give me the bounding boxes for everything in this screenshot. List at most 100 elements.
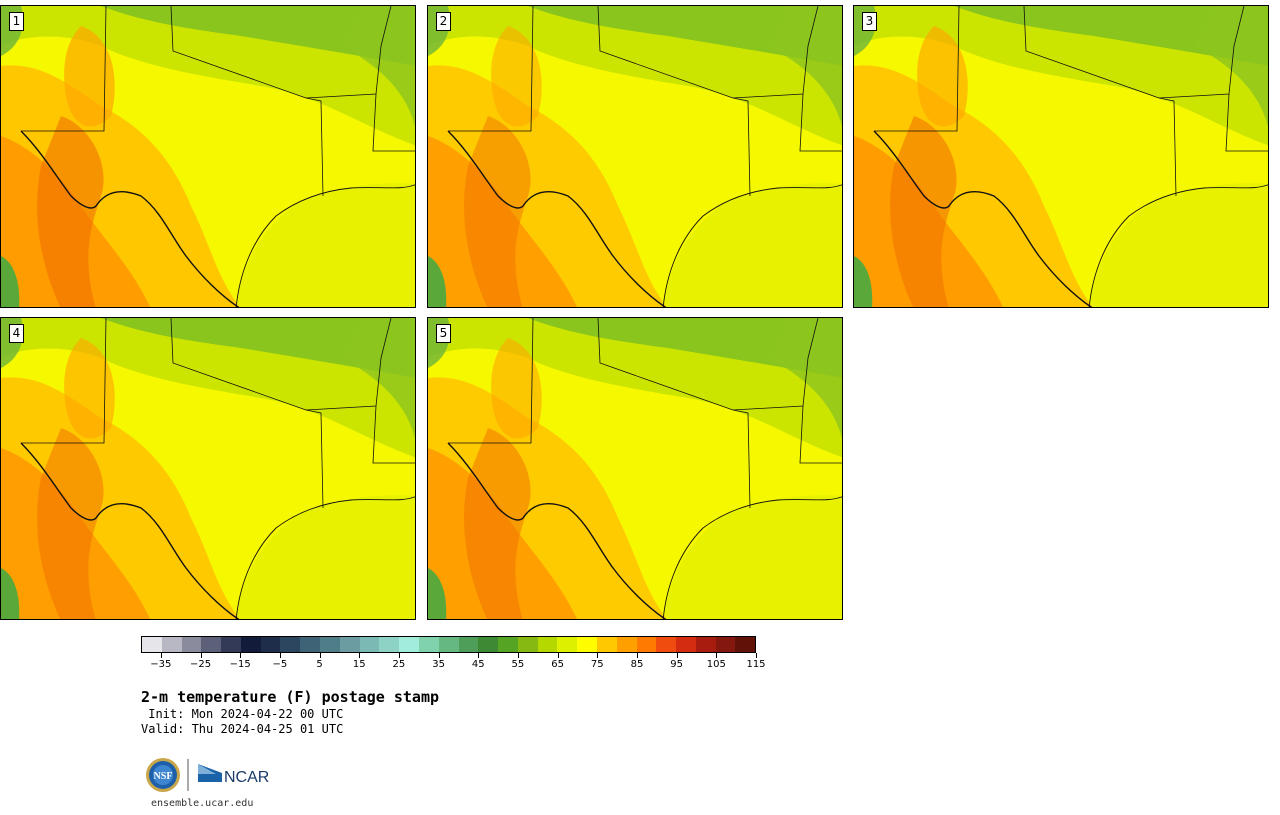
state-border xyxy=(21,6,107,132)
plateau-warm xyxy=(491,26,542,127)
website-url: ensemble.ucar.edu xyxy=(151,798,254,809)
cold-region-east xyxy=(1194,6,1268,127)
colorbar-tick-label: −25 xyxy=(189,659,212,670)
colorbar-segment xyxy=(478,637,499,652)
state-border xyxy=(448,318,534,444)
state-border xyxy=(305,6,392,99)
colorbar-segment xyxy=(557,637,578,652)
plateau-warm xyxy=(64,338,115,439)
panel-number-label: 5 xyxy=(436,324,451,343)
hottest-region xyxy=(37,116,104,307)
colorbar-tick xyxy=(438,653,440,658)
colorbar-tick-label: 45 xyxy=(471,659,485,670)
temperature-map xyxy=(428,318,842,619)
nsf-ncar-logo: NSF NCAR xyxy=(146,758,269,792)
temperature-map xyxy=(854,6,1268,307)
gulf-water xyxy=(236,183,415,307)
mountain-cool xyxy=(1,256,20,307)
colorbar-segment xyxy=(517,637,538,652)
boundaries xyxy=(447,318,842,619)
colorbar-tick-label: 95 xyxy=(670,659,684,670)
country-border xyxy=(20,130,240,307)
colorbar-segment xyxy=(240,637,261,652)
country-border xyxy=(447,130,667,307)
colorbar-tick xyxy=(636,653,638,658)
colorbar-segment xyxy=(537,637,558,652)
plateau-warm xyxy=(64,26,115,127)
map-panel-5: 5 xyxy=(427,317,843,620)
cold-region-east xyxy=(768,6,842,127)
map-panel-1: 1 xyxy=(0,5,416,308)
colorbar-tick xyxy=(319,653,321,658)
colorbar-tick-label: −35 xyxy=(150,659,172,670)
colorbar-segment xyxy=(676,637,696,652)
map-panel-3: 3 xyxy=(853,5,1269,308)
hot-region xyxy=(428,136,578,307)
state-border xyxy=(732,318,819,411)
gulf-water xyxy=(663,495,842,619)
hottest-region xyxy=(464,428,531,619)
cold-region-east xyxy=(341,6,415,127)
coastline xyxy=(1088,184,1268,307)
temperature-map xyxy=(1,6,415,307)
colorbar-segment xyxy=(181,637,202,652)
country-border xyxy=(20,442,240,619)
map-panel-4: 4 xyxy=(0,317,416,620)
boundaries xyxy=(447,6,842,307)
colorbar-segment xyxy=(300,637,321,652)
colorbar-segment xyxy=(438,637,459,652)
temperature-colorbar xyxy=(141,636,756,653)
colorbar-tick xyxy=(160,653,162,658)
chart-title: 2-m temperature (F) postage stamp xyxy=(141,688,440,706)
cold-region xyxy=(528,6,842,66)
cold-region xyxy=(954,6,1268,66)
colorbar-tick-label: 5 xyxy=(316,659,323,670)
colorbar-segment xyxy=(715,637,736,652)
colorbar-tick xyxy=(478,653,480,658)
valid-time: Valid: Thu 2024-04-25 01 UTC xyxy=(141,722,344,736)
colorbar-tick xyxy=(359,653,361,658)
colorbar-segment xyxy=(577,637,597,652)
cold-region xyxy=(101,6,415,66)
colorbar-segment xyxy=(616,637,637,652)
plateau-warm xyxy=(491,338,542,439)
gulf-water xyxy=(236,495,415,619)
colorbar-tick-label: −15 xyxy=(229,659,251,670)
colorbar-tick xyxy=(279,653,281,658)
state-border xyxy=(874,6,960,132)
colorbar-segment xyxy=(498,637,518,652)
hottest-region xyxy=(37,428,104,619)
boundaries xyxy=(873,6,1268,307)
colorbar-tick-label: 25 xyxy=(392,659,406,670)
temperature-map xyxy=(428,6,842,307)
mountain-cool xyxy=(428,256,447,307)
plateau-warm xyxy=(917,26,968,127)
colorbar-segment xyxy=(142,637,162,652)
svg-text:NCAR: NCAR xyxy=(224,769,269,786)
mountain-cool xyxy=(1,568,20,619)
coastline xyxy=(235,496,415,619)
mountain-cool xyxy=(428,568,447,619)
panel-number-label: 2 xyxy=(436,12,451,31)
colorbar-segment xyxy=(735,637,756,652)
colorbar-tick xyxy=(200,653,202,658)
colorbar-tick-label: 115 xyxy=(746,659,766,670)
cold-region-east xyxy=(341,318,415,439)
colorbar-segment xyxy=(695,637,716,652)
ncar-logo-icon: NCAR xyxy=(198,764,269,786)
init-time: Init: Mon 2024-04-22 00 UTC xyxy=(141,707,344,721)
colorbar-segment xyxy=(320,637,340,652)
colorbar-segment xyxy=(201,637,222,652)
map-panel-2: 2 xyxy=(427,5,843,308)
panel-number-label: 3 xyxy=(862,12,877,31)
colorbar-tick xyxy=(756,653,757,658)
colorbar-segment xyxy=(260,637,281,652)
country-border xyxy=(873,130,1093,307)
state-border xyxy=(1225,93,1268,152)
colorbar-segment xyxy=(359,637,380,652)
colorbar-tick-label: 15 xyxy=(352,659,366,670)
colorbar-tick-label: 75 xyxy=(590,659,604,670)
colorbar-tick xyxy=(517,653,519,658)
colorbar-tick-label: −5 xyxy=(272,659,288,670)
mountain-cool xyxy=(854,256,873,307)
